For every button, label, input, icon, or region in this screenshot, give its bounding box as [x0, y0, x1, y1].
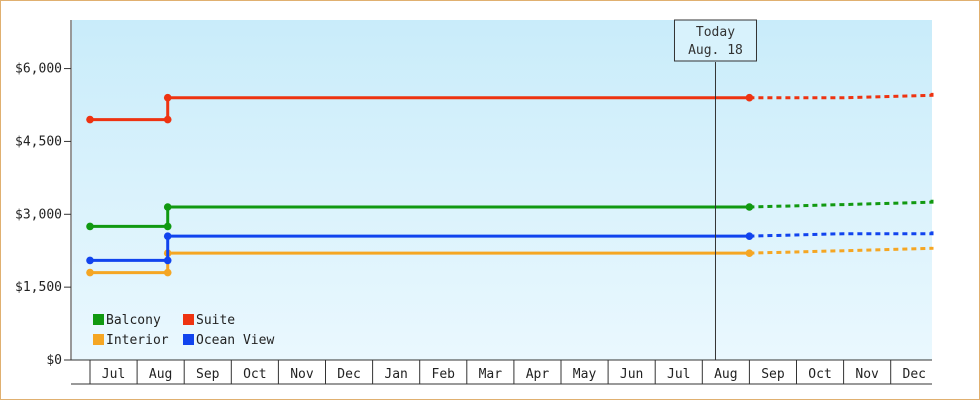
legend-item: Interior [93, 333, 169, 348]
legend-label: Suite [196, 313, 235, 328]
series-forecast-line [749, 246, 934, 255]
x-tick-label: Oct [808, 367, 831, 382]
series-line [90, 234, 750, 262]
legend-item: Ocean View [183, 333, 274, 348]
x-tick-label: Oct [243, 367, 266, 382]
x-tick-label: Jan [384, 367, 407, 382]
series-ocean-view [86, 231, 934, 265]
y-tick-label: $6,000 [15, 62, 62, 77]
x-tick-label: Jun [620, 367, 643, 382]
series-marker [86, 256, 94, 265]
today-label: Today [696, 25, 735, 40]
series-forecast-line [749, 199, 934, 209]
x-tick-label: Dec [903, 367, 926, 382]
x-tick-label: Jul [102, 367, 125, 382]
legend-swatch [183, 314, 194, 325]
series-marker [163, 115, 172, 124]
x-tick-label: Nov [855, 367, 879, 382]
series-marker [163, 256, 172, 265]
y-tick-label: $0 [46, 353, 62, 368]
x-tick-label: Feb [432, 367, 456, 382]
legend-label: Interior [106, 333, 169, 348]
series-marker [745, 203, 754, 211]
series-marker [86, 268, 94, 277]
series-marker [86, 115, 94, 124]
series-marker [745, 232, 754, 240]
x-tick-label: Dec [337, 367, 360, 382]
series-marker [163, 222, 172, 231]
legend-swatch [183, 334, 194, 345]
series-marker [86, 222, 94, 231]
y-tick-label: $1,500 [15, 280, 62, 295]
legend-swatch [93, 334, 104, 345]
series-forecast-line [749, 92, 934, 100]
x-tick-label: Mar [479, 367, 503, 382]
x-tick-label: Sep [761, 367, 785, 382]
series-marker [163, 93, 172, 102]
today-date: Aug. 18 [688, 43, 743, 58]
series-balcony [86, 199, 934, 231]
legend-item: Balcony [93, 313, 161, 328]
legend-label: Ocean View [196, 333, 274, 348]
x-tick-label: Aug [714, 367, 737, 382]
series-line [90, 205, 750, 228]
series-marker [745, 93, 754, 102]
today-box [673, 19, 757, 62]
x-tick-label: Apr [526, 367, 550, 382]
legend-swatch [93, 314, 104, 325]
plot-background [72, 20, 932, 360]
series-line [90, 96, 750, 122]
legend-label: Balcony [106, 313, 161, 328]
series-marker [163, 203, 172, 211]
series-forecast-line [749, 231, 934, 238]
series-marker [163, 232, 172, 240]
series-marker [745, 249, 754, 257]
x-tick-label: Jul [667, 367, 690, 382]
x-tick-label: May [573, 367, 597, 382]
x-tick-label: Sep [196, 367, 220, 382]
y-tick-label: $4,500 [15, 134, 62, 149]
x-tick-label: Nov [290, 367, 314, 382]
y-tick-label: $3,000 [15, 207, 62, 222]
series-marker [163, 268, 172, 277]
legend-item: Suite [183, 313, 235, 328]
x-tick-label: Aug [149, 367, 172, 382]
series-suite [86, 92, 934, 124]
